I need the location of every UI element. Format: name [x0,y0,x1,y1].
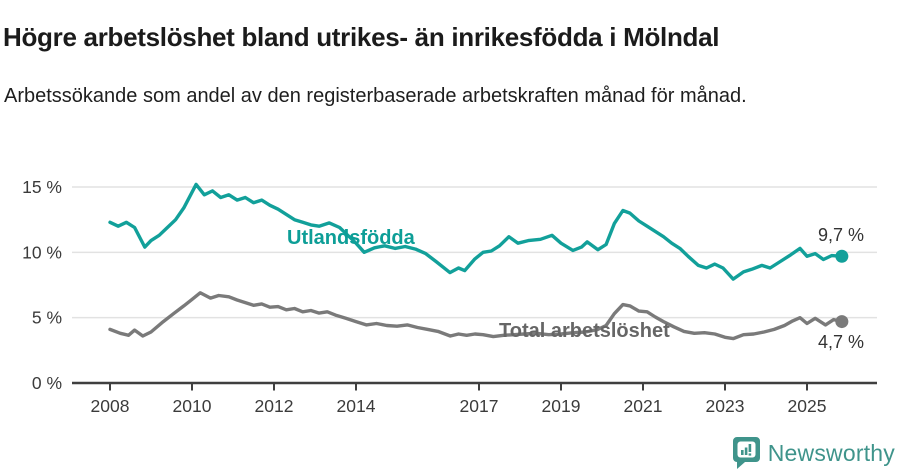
y-tick-label: 10 % [22,242,62,262]
x-tick-label: 2008 [91,396,130,416]
x-tick-label: 2021 [624,396,663,416]
y-tick-label: 0 % [32,373,62,393]
chart-title: Högre arbetslöshet bland utrikes- än inr… [3,22,720,53]
series-end-dot-utlandsfodda [835,249,849,263]
x-tick-label: 2010 [173,396,212,416]
y-tick-label: 5 % [32,308,62,328]
y-tick-label: 15 % [22,177,62,197]
x-tick-label: 2019 [542,396,581,416]
series-end-dot-total-arbetsloshet [835,315,849,329]
chart-subtitle: Arbetssökande som andel av den registerb… [4,85,747,107]
series-end-value-total-arbetsloshet: 4,7 % [818,332,864,352]
series-label-utlandsfodda: Utlandsfödda [287,227,416,249]
brand-footer: Newsworthy [732,436,895,470]
x-tick-label: 2012 [255,396,294,416]
series-label-total-arbetsloshet: Total arbetslöshet [499,320,670,342]
brand-name: Newsworthy [767,439,895,466]
newsworthy-logo-icon [732,437,760,469]
x-tick-label: 2023 [706,396,745,416]
series-line-total-arbetsloshet [108,291,844,341]
series-end-value-utlandsfodda: 9,7 % [818,225,864,245]
x-tick-label: 2025 [788,396,827,416]
series-line-utlandsfodda [108,182,844,281]
x-tick-label: 2017 [460,396,499,416]
x-tick-label: 2014 [337,396,376,416]
